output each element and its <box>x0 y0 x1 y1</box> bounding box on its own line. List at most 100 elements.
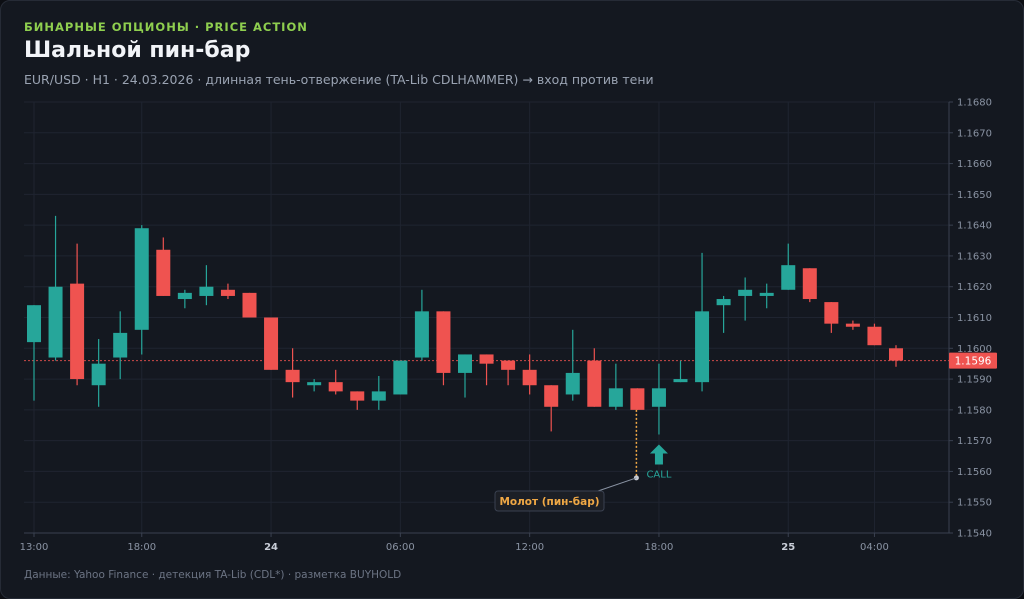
x-tick-label: 04:00 <box>860 542 889 553</box>
candle-body <box>414 311 429 358</box>
chart-title: Шальной пин-бар <box>24 38 251 63</box>
candle-body <box>328 382 343 392</box>
candle <box>608 363 623 410</box>
candle-body <box>608 388 623 407</box>
candle <box>673 360 688 383</box>
candle <box>889 345 903 367</box>
candle-body <box>199 286 214 296</box>
y-tick-label: 1.1580 <box>957 405 992 416</box>
candle-body <box>177 292 192 300</box>
candle <box>414 289 429 361</box>
y-tick-label: 1.1550 <box>957 498 992 509</box>
candle-body <box>565 372 580 395</box>
chart-subtitle: EUR/USD · H1 · 24.03.2026 · длинная тень… <box>24 72 654 87</box>
candle-body <box>522 369 537 386</box>
y-tick-label: 1.1610 <box>957 313 992 324</box>
candle-body <box>242 292 257 318</box>
pin-bar-label: Молот (пин-бар) <box>499 496 599 508</box>
candle-body <box>695 311 710 383</box>
candle-body <box>307 382 322 386</box>
candle <box>824 302 839 333</box>
candle-body <box>134 228 149 330</box>
candle-body <box>48 286 63 358</box>
candle-body <box>285 369 300 383</box>
candle-body <box>673 379 688 383</box>
candle <box>845 320 860 330</box>
y-tick-label: 1.1570 <box>957 436 992 447</box>
candle-body <box>393 360 408 395</box>
candle <box>544 385 559 432</box>
candle <box>565 329 580 401</box>
chart-kicker: БИНАРНЫЕ ОПЦИОНЫ · PRICE ACTION <box>24 20 308 34</box>
call-arrow-icon <box>649 444 668 465</box>
candle <box>156 237 171 296</box>
y-tick-label: 1.1670 <box>957 128 992 139</box>
candle-body <box>70 283 85 380</box>
candle-body <box>264 317 279 370</box>
candle <box>522 354 537 395</box>
last-price-label: 1.1596 <box>955 356 992 368</box>
candle-body <box>802 268 817 300</box>
y-tick-label: 1.1650 <box>957 190 992 201</box>
candle <box>436 311 451 386</box>
y-tick-label: 1.1680 <box>957 98 992 109</box>
candle <box>48 215 63 361</box>
candle-body <box>759 292 774 296</box>
x-tick-label: 24 <box>264 542 278 553</box>
candle <box>630 388 645 410</box>
x-tick-label: 13:00 <box>20 542 49 553</box>
candle <box>113 311 128 380</box>
candle-body <box>113 332 128 358</box>
candle-body <box>630 388 645 410</box>
candle-body <box>716 299 731 306</box>
pin-bar-leader-line <box>597 477 637 492</box>
y-tick-label: 1.1600 <box>957 344 992 355</box>
call-signal-label: CALL <box>646 469 671 480</box>
candles <box>27 215 903 435</box>
candle-body <box>458 354 472 373</box>
candle-body <box>544 385 559 407</box>
candle-body <box>27 305 41 343</box>
y-tick-label: 1.1590 <box>957 375 992 386</box>
last-price-badge <box>949 352 997 369</box>
candle-body <box>156 249 171 296</box>
y-tick-label: 1.1660 <box>957 159 992 170</box>
candle <box>70 243 85 386</box>
x-tick-label: 18:00 <box>127 542 156 553</box>
candle-body <box>220 289 235 296</box>
candle-body <box>501 360 516 370</box>
grid <box>24 101 949 534</box>
candle <box>393 360 408 395</box>
candle-body <box>350 391 365 401</box>
candle <box>134 225 149 355</box>
candle <box>177 289 192 309</box>
candle <box>501 360 516 386</box>
pin-bar-label-box <box>494 490 605 512</box>
candle-body <box>371 391 386 401</box>
x-tick-label: 18:00 <box>645 542 674 553</box>
x-tick-label: 12:00 <box>515 542 544 553</box>
candle <box>479 354 494 386</box>
candle-body <box>738 289 753 296</box>
y-tick-label: 1.1560 <box>957 467 992 478</box>
candle <box>371 375 386 410</box>
candle-body <box>479 354 494 364</box>
candle-body <box>651 388 666 407</box>
y-tick-label: 1.1640 <box>957 221 992 232</box>
candle <box>307 379 322 392</box>
y-tick-label: 1.1540 <box>957 529 992 540</box>
candle <box>802 268 817 303</box>
candle <box>27 305 41 401</box>
chart-footer: Данные: Yahoo Finance · детекция TA-Lib … <box>24 569 402 581</box>
candle <box>759 283 774 309</box>
candle <box>458 354 472 398</box>
candle <box>781 243 796 290</box>
x-tick-label: 06:00 <box>386 542 415 553</box>
x-tick-label: 25 <box>781 542 795 553</box>
candle <box>220 283 235 300</box>
candle <box>716 295 731 333</box>
candle <box>651 363 666 435</box>
candle <box>264 317 279 370</box>
